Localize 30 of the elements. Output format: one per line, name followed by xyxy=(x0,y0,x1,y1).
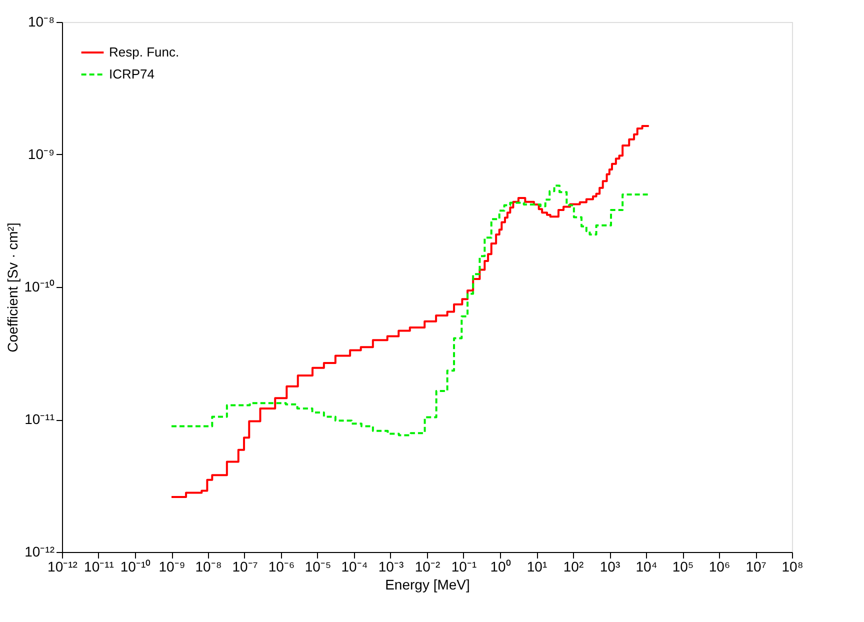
legend-label: Resp. Func. xyxy=(109,44,180,60)
x-tick-label: 10⁻⁹ xyxy=(158,558,186,574)
y-axis-title: Coefficient [Sv · cm²] xyxy=(4,222,20,352)
y-tick-label: 10⁻¹⁰ xyxy=(24,278,54,294)
x-tick-label: 10⁻¹ xyxy=(451,558,477,574)
x-tick-label: 10⁻³ xyxy=(378,558,404,574)
x-tick-label: 10⁷ xyxy=(746,558,766,574)
x-tick-label: 10⁻⁴ xyxy=(341,558,368,574)
x-tick-label: 10⁵ xyxy=(672,558,694,574)
x-tick-label: 10¹ xyxy=(526,558,548,574)
legend-label: ICRP74 xyxy=(109,66,155,82)
x-tick-label: 10⁻⁸ xyxy=(195,558,222,574)
y-tick-label: 10⁻¹¹ xyxy=(24,411,55,427)
x-tick-label: 10⁰ xyxy=(490,558,511,574)
x-tick-label: 10² xyxy=(563,558,584,574)
x-axis-title: Energy [MeV] xyxy=(385,576,470,592)
x-tick-label: 10⁻¹² xyxy=(48,558,78,574)
y-tick-label: 10⁻¹² xyxy=(24,544,55,560)
x-tick-label: 10⁶ xyxy=(708,558,730,574)
x-tick-label: 10⁸ xyxy=(782,558,804,574)
x-tick-label: 10⁻¹⁰ xyxy=(120,558,151,574)
y-tick-label: 10⁻⁸ xyxy=(28,14,55,30)
x-tick-label: 10⁻² xyxy=(414,558,440,574)
x-tick-label: 10⁻⁶ xyxy=(268,558,295,574)
x-tick-label: 10⁻¹¹ xyxy=(84,558,114,574)
x-tick-label: 10⁴ xyxy=(636,558,658,574)
x-tick-label: 10³ xyxy=(600,558,620,574)
x-tick-label: 10⁻⁵ xyxy=(304,558,332,574)
x-tick-label: 10⁻⁷ xyxy=(232,558,258,574)
y-tick-label: 10⁻⁹ xyxy=(28,146,54,162)
